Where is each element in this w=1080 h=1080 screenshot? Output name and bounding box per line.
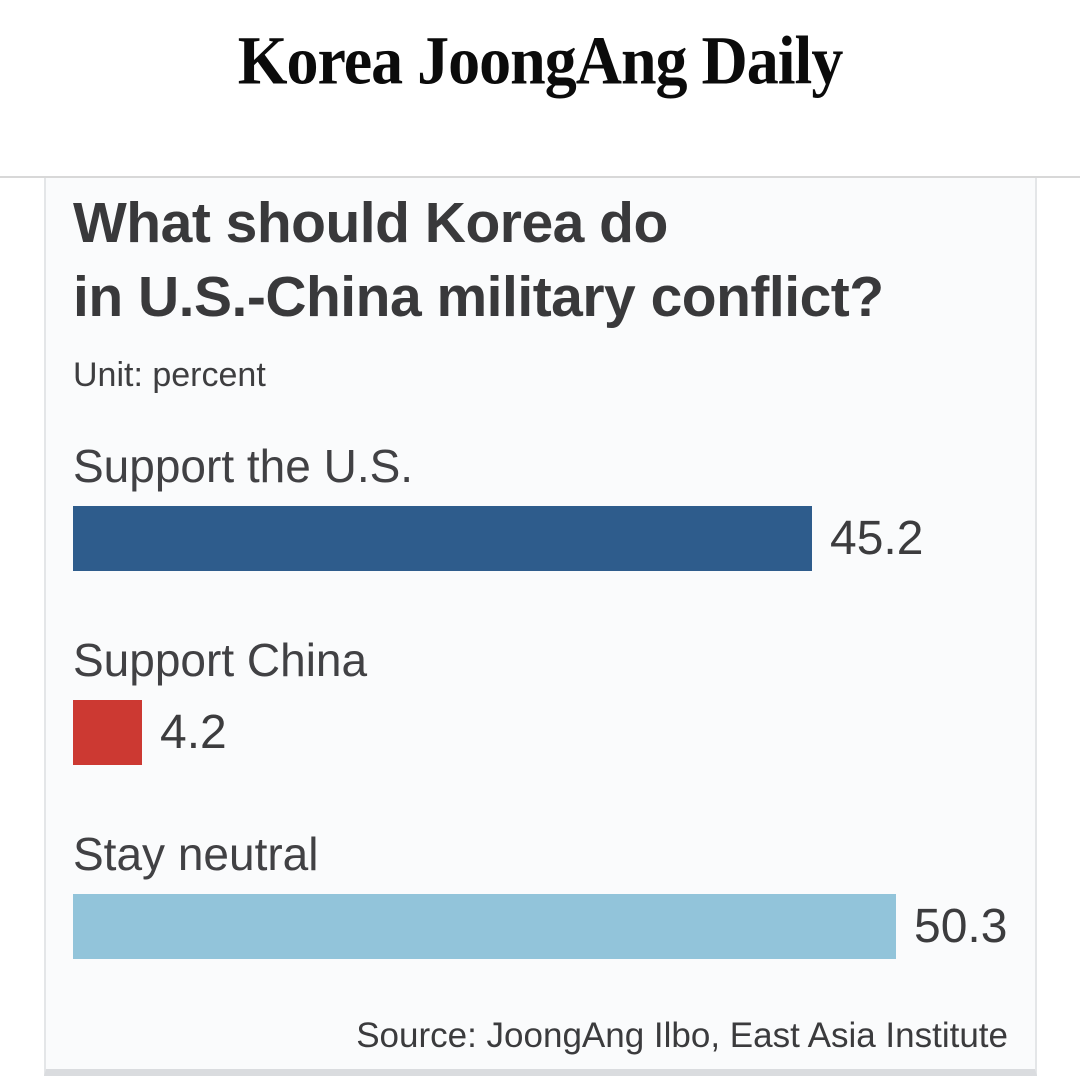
bar [73, 700, 142, 765]
bar-line: 50.3 [73, 894, 1035, 959]
bar-value: 4.2 [160, 706, 227, 759]
bar-category-label: Support the U.S. [73, 440, 414, 492]
masthead-title: Korea JoongAng Daily [237, 22, 844, 99]
bar-value: 50.3 [914, 900, 1008, 953]
bar-value: 45.2 [830, 512, 924, 565]
bar [73, 506, 812, 571]
bar-category-label: Support China [73, 634, 368, 686]
chart-title-line2: in U.S.-China military conflict? [73, 265, 884, 329]
chart-panel: What should Korea do in U.S.-China milit… [44, 178, 1037, 1076]
chart-title-line1: What should Korea do [73, 191, 668, 255]
bar-line: 45.2 [73, 506, 1035, 571]
bar-row: Support the U.S. 45.2 [73, 439, 1035, 571]
bar-row: Stay neutral 50.3 [73, 827, 1035, 959]
chart-title: What should Korea do in U.S.-China milit… [73, 186, 1035, 334]
masthead: Korea JoongAng Daily [0, 22, 1080, 99]
top-divider [0, 176, 1080, 178]
source-credit: Source: JoongAng Ilbo, East Asia Institu… [356, 1016, 1008, 1055]
bar-category-label: Stay neutral [73, 828, 319, 880]
bar-row: Support China 4.2 [73, 633, 1035, 765]
bar-line: 4.2 [73, 700, 1035, 765]
bar-chart: Support the U.S. 45.2 Support China 4.2 Stay… [73, 439, 1035, 959]
unit-label: Unit: percent [73, 356, 266, 394]
bar [73, 894, 896, 959]
